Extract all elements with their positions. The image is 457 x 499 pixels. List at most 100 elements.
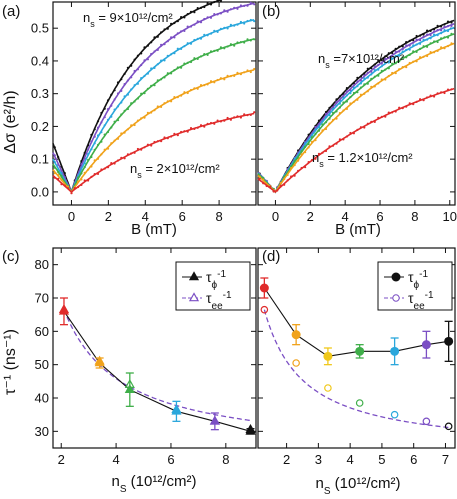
data-point-b [317, 129, 321, 132]
data-point-b [384, 68, 387, 71]
data-point-a [170, 53, 173, 56]
x-axis-label-b: B (mT) [335, 221, 381, 238]
data-point-b [373, 120, 376, 123]
data-point-a [156, 48, 159, 52]
data-point-b [429, 94, 432, 97]
data-point-b [317, 119, 321, 122]
data-point-b [377, 74, 380, 77]
data-point-a [113, 120, 116, 123]
b-xtick-label: 8 [411, 209, 418, 224]
data-point-a [80, 163, 83, 166]
data-point-a [153, 50, 156, 53]
plot-frame-c [52, 247, 257, 449]
data-point-b [293, 174, 296, 177]
data-point-b [370, 70, 373, 73]
data-point-a [163, 43, 166, 46]
data-point-a [216, 78, 219, 82]
data-point-a [130, 124, 133, 127]
data-point-b [377, 82, 380, 85]
data-point-a [209, 80, 213, 83]
data-point-a [180, 47, 183, 51]
marker-d-phi [390, 346, 400, 356]
data-point-a [60, 174, 63, 177]
data-point-a [173, 36, 176, 39]
data-point-b [446, 88, 450, 91]
data-point-b [398, 106, 401, 109]
data-point-b [321, 120, 324, 123]
data-point-a [246, 69, 249, 72]
data-point-b [429, 29, 432, 32]
data-point-b [450, 21, 453, 24]
x-axis-label-d: nS (10¹²/cm²) [315, 475, 400, 497]
data-point-b [443, 36, 446, 39]
data-point-a [90, 148, 93, 151]
marker-d-phi [355, 346, 365, 356]
data-point-b [359, 86, 362, 89]
data-point-b [419, 56, 422, 59]
data-point-b [446, 45, 450, 48]
data-point-a [53, 166, 56, 169]
data-point-b [352, 82, 355, 85]
data-point-b [342, 138, 345, 141]
data-point-a [146, 58, 149, 61]
data-point-a [176, 134, 179, 137]
c-xtick-label: 8 [222, 452, 229, 467]
data-point-a [243, 22, 246, 25]
data-point-b [426, 96, 429, 99]
data-point-b [317, 126, 321, 129]
c-ytick-label: 50 [35, 357, 49, 372]
data-point-a [213, 81, 216, 84]
data-point-a [233, 6, 236, 9]
data-point-b [387, 56, 390, 60]
data-point-b [338, 102, 341, 105]
data-point-a [100, 153, 103, 156]
data-point-a [193, 11, 196, 14]
data-point-b [387, 67, 390, 70]
data-point-a [180, 94, 183, 97]
data-point-b [394, 50, 397, 53]
data-point-a [136, 68, 139, 71]
data-point-a [206, 16, 209, 19]
data-point-b [380, 65, 383, 68]
data-point-b [366, 76, 369, 79]
data-point-b [398, 54, 401, 57]
data-point-a [87, 158, 90, 162]
data-point-b [286, 173, 289, 177]
data-point-a [90, 165, 93, 168]
data-point-b [408, 53, 411, 57]
data-point-a [239, 20, 242, 24]
annotation-b-high: ns =7×10¹²/cm² [318, 51, 405, 70]
data-point-a [236, 115, 239, 118]
data-point-a [203, 53, 206, 56]
data-point-b [440, 91, 443, 94]
data-point-b [338, 95, 341, 98]
data-point-a [189, 60, 193, 64]
legend-label-d-ee: τee-1 [408, 290, 434, 312]
data-point-a [219, 0, 222, 3]
data-point-b [433, 28, 436, 31]
data-point-a [143, 46, 146, 49]
data-point-a [209, 16, 213, 19]
data-point-a [143, 146, 146, 149]
data-point-a [130, 76, 133, 79]
data-point-b [366, 71, 369, 74]
data-point-a [199, 6, 203, 9]
data-point-b [366, 90, 369, 93]
b-xtick-label: 4 [342, 209, 349, 224]
data-point-a [146, 143, 149, 146]
data-point-a [156, 35, 159, 38]
data-point-a [123, 109, 126, 112]
data-point-a [196, 126, 199, 129]
a-xtick-label: 8 [215, 209, 222, 224]
a-ytick-label: 0.4 [31, 53, 49, 68]
data-point-a [173, 132, 176, 135]
data-point-b [366, 82, 369, 85]
data-point-a [180, 130, 183, 134]
data-point-a [57, 156, 60, 159]
data-point-b [419, 34, 422, 37]
data-point-b [446, 25, 450, 28]
data-point-a [199, 84, 203, 87]
data-point-a [243, 71, 246, 74]
data-point-a [160, 43, 163, 46]
data-point-a [173, 21, 176, 25]
